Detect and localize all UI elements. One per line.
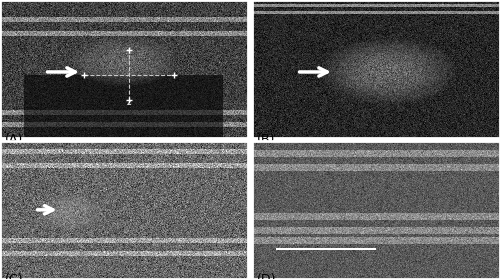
Text: (C): (C) (5, 273, 24, 279)
Text: (D): (D) (257, 273, 276, 279)
Text: (B): (B) (257, 133, 276, 146)
Text: z: z (127, 98, 131, 107)
Text: (A): (A) (5, 133, 23, 146)
